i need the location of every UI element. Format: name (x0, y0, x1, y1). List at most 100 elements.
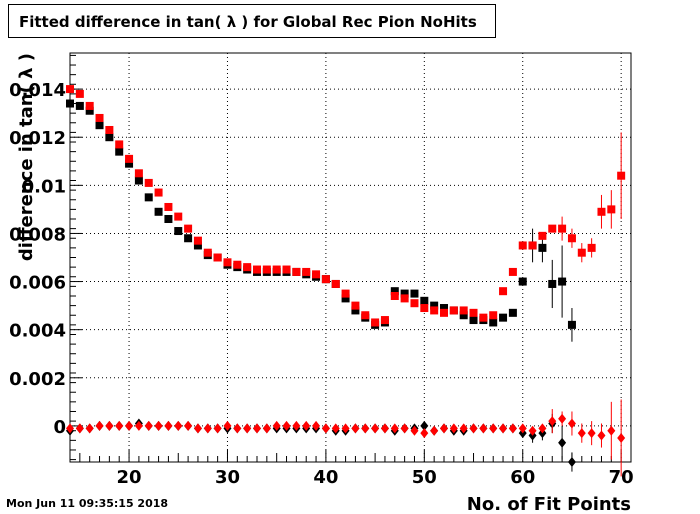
data-point (459, 423, 468, 434)
data-point (410, 289, 419, 298)
data-point (213, 423, 222, 434)
data-point (489, 423, 498, 434)
data-point (134, 420, 143, 431)
y-tick-label: 0.006 (9, 273, 66, 294)
data-point (558, 437, 567, 448)
x-tick-label: 70 (609, 467, 634, 488)
data-point (85, 101, 94, 110)
data-point (548, 416, 557, 427)
data-point (292, 267, 301, 276)
data-point (459, 306, 468, 315)
data-point (331, 423, 340, 434)
data-point (400, 423, 409, 434)
data-point (538, 243, 547, 252)
timestamp-label: Mon Jun 11 09:35:15 2018 (6, 497, 169, 510)
data-point (144, 420, 153, 431)
data-point (105, 125, 114, 134)
data-point (400, 289, 409, 298)
data-point (617, 171, 626, 180)
data-point (253, 423, 261, 434)
data-point (371, 423, 380, 434)
data-point (95, 121, 104, 130)
data-point (499, 287, 508, 296)
data-point (164, 215, 173, 224)
y-axis-label: difference in tan( λ ) (16, 53, 37, 261)
data-point (597, 430, 606, 441)
data-point (380, 316, 389, 325)
data-point (203, 248, 212, 257)
data-point (66, 99, 74, 108)
data-point (262, 423, 271, 434)
x-tick-label: 50 (412, 467, 437, 488)
data-point (489, 311, 498, 320)
data-point (587, 243, 596, 252)
data-point (144, 193, 153, 202)
data-point (312, 270, 321, 279)
data-point (125, 154, 134, 163)
y-tick-label: 0.014 (9, 80, 66, 101)
data-point (499, 423, 508, 434)
data-point (105, 420, 114, 431)
chart-title-box: Fitted difference in tan( λ ) for Global… (8, 4, 496, 38)
data-point (331, 279, 340, 288)
data-point (223, 258, 232, 267)
data-point (440, 308, 448, 317)
data-point (203, 423, 212, 434)
data-point (351, 306, 360, 315)
data-point (282, 265, 291, 274)
data-point (184, 234, 193, 243)
y-tick-label: 0.002 (9, 369, 66, 390)
data-marks (66, 85, 626, 477)
data-point (193, 423, 202, 434)
data-point (272, 420, 281, 431)
axis-ticks (69, 54, 632, 462)
data-point (134, 169, 143, 178)
tick-labels: 20 30 40 50 60 70 0 0.002 0.004 0.006 0.008 0.01 0.0… (9, 80, 634, 488)
data-point (430, 301, 439, 310)
data-point (518, 241, 527, 250)
data-point (390, 291, 399, 300)
data-point (558, 277, 567, 286)
data-point (567, 418, 576, 429)
data-point (410, 299, 419, 308)
data-point (282, 420, 291, 431)
data-point (134, 176, 143, 185)
data-point (361, 423, 370, 434)
data-point (410, 425, 419, 436)
data-point (105, 133, 114, 142)
data-point (243, 263, 252, 272)
data-point (75, 423, 84, 434)
data-point (193, 241, 202, 250)
data-point (292, 420, 301, 431)
data-point (607, 205, 616, 214)
data-point (302, 267, 311, 276)
data-point (420, 304, 429, 313)
y-tick-label: 0.012 (9, 128, 66, 149)
data-point (390, 423, 399, 434)
data-point (469, 316, 478, 325)
y-tick-label: 0 (53, 417, 66, 438)
data-point (567, 320, 576, 329)
data-point (371, 318, 380, 327)
data-point (528, 425, 537, 436)
y-tick-label: 0.004 (9, 321, 66, 342)
data-point (380, 423, 389, 434)
data-point (430, 425, 439, 436)
data-point (548, 224, 557, 233)
data-point (174, 227, 183, 236)
data-point (164, 420, 173, 431)
data-point (193, 236, 202, 245)
data-point (115, 420, 124, 431)
data-point (164, 202, 173, 211)
data-point (154, 188, 163, 197)
data-point (420, 428, 429, 439)
data-point (66, 423, 74, 434)
data-point (479, 313, 488, 322)
data-point (489, 318, 498, 327)
data-point (420, 296, 429, 305)
data-point (312, 420, 321, 431)
data-point (607, 425, 616, 436)
data-point (548, 279, 557, 288)
data-point (243, 423, 252, 434)
